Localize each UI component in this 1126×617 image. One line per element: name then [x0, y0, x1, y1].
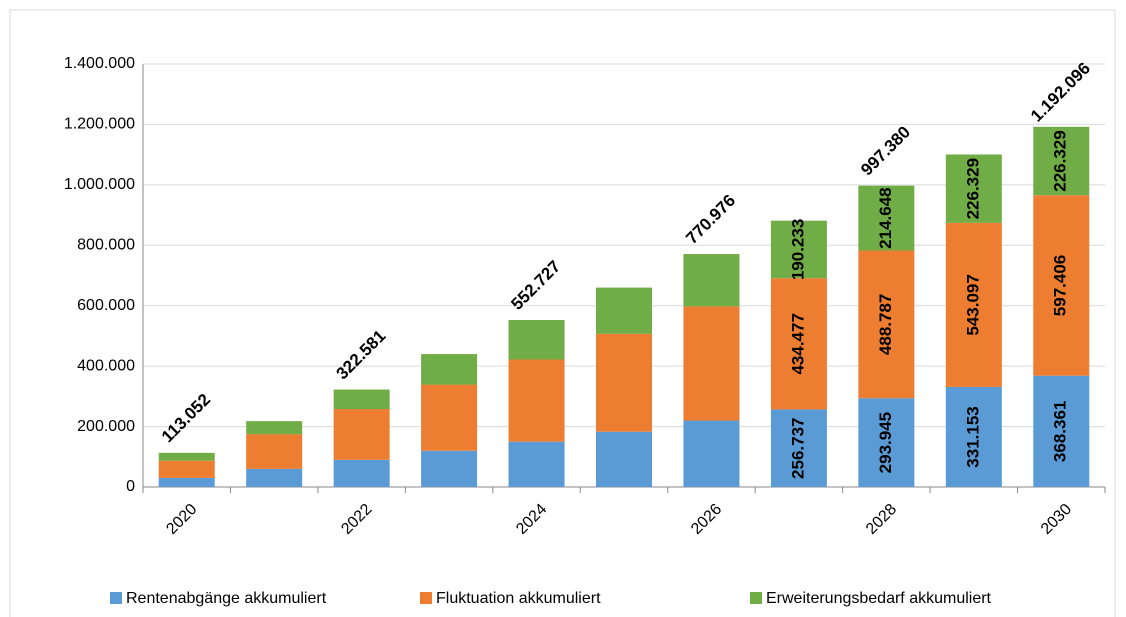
bar-segment [246, 434, 303, 469]
bar-segment [858, 398, 915, 487]
y-tick-label: 800.000 [77, 237, 135, 254]
bar-segment [683, 306, 740, 421]
bar-segment [945, 222, 1002, 387]
data-label: 256.737 [788, 417, 807, 478]
y-tick-label: 1.400.000 [64, 55, 135, 72]
data-label: 293.945 [876, 412, 895, 473]
bar-segment [246, 468, 303, 487]
bar-segment [333, 409, 390, 460]
y-tick-label: 200.000 [77, 418, 135, 435]
total-label: 1.192.096 [1027, 59, 1094, 126]
data-label: 331.153 [963, 406, 982, 467]
x-tick-label: 2020 [163, 501, 200, 538]
legend-swatch [110, 592, 122, 604]
bar-segment [945, 154, 1002, 223]
data-label: 434.477 [788, 313, 807, 374]
x-tick-label: 2030 [1038, 501, 1075, 538]
bar-segment [508, 441, 565, 487]
y-tick-label: 600.000 [77, 297, 135, 314]
total-label: 770.976 [682, 191, 739, 248]
bar-segment [421, 354, 478, 385]
legend-label: Fluktuation akkumuliert [436, 590, 601, 607]
legend-label: Rentenabgänge akkumuliert [126, 590, 327, 607]
total-label: 997.380 [857, 122, 914, 179]
bar-segment [333, 389, 390, 410]
bar-segment [1033, 126, 1090, 196]
x-tick-label: 2022 [338, 501, 375, 538]
bar-segment [1033, 195, 1090, 376]
bar-segment [158, 452, 215, 461]
data-label: 488.787 [876, 294, 895, 355]
bar-segment [421, 450, 478, 487]
bar-segment [158, 477, 215, 487]
bar-segment [421, 384, 478, 451]
data-label: 226.329 [963, 158, 982, 219]
total-label: 322.581 [332, 326, 389, 383]
bar-segment [508, 319, 565, 360]
bar-segment [158, 460, 215, 478]
data-label: 226.329 [1051, 130, 1070, 191]
bar-segment [770, 409, 827, 487]
bar-segment [945, 386, 1002, 487]
data-label: 214.648 [876, 187, 895, 248]
bar-segment [770, 278, 827, 410]
x-tick-label: 2026 [688, 501, 725, 538]
x-tick-label: 2028 [863, 501, 900, 538]
y-tick-label: 400.000 [77, 357, 135, 374]
legend-swatch [750, 592, 762, 604]
chart-border [9, 9, 1116, 617]
bar-segment [596, 287, 652, 334]
y-tick-label: 1.200.000 [64, 116, 135, 133]
y-tick-label: 1.000.000 [64, 176, 135, 193]
x-tick-label: 2024 [513, 501, 550, 538]
bar-segment [596, 431, 652, 487]
bar-segment [333, 459, 390, 487]
bar-segment [246, 421, 303, 435]
legend-swatch [420, 592, 432, 604]
data-label: 190.233 [788, 219, 807, 280]
bar-segment [770, 220, 827, 279]
data-label: 597.406 [1051, 255, 1070, 316]
data-label: 543.097 [963, 274, 982, 335]
legend-label: Erweiterungsbedarf akkumuliert [766, 590, 992, 607]
y-tick-label: 0 [126, 478, 135, 495]
bar-segment [596, 333, 652, 432]
bar-segment [858, 185, 915, 251]
bar-segment [508, 359, 565, 442]
total-label: 552.727 [507, 257, 564, 314]
bar-segment [1033, 375, 1090, 487]
total-label: 113.052 [158, 390, 214, 446]
data-label: 368.361 [1051, 401, 1070, 462]
bar-segment [858, 250, 915, 399]
bar-segment [683, 420, 740, 487]
bar-segment [683, 254, 740, 307]
